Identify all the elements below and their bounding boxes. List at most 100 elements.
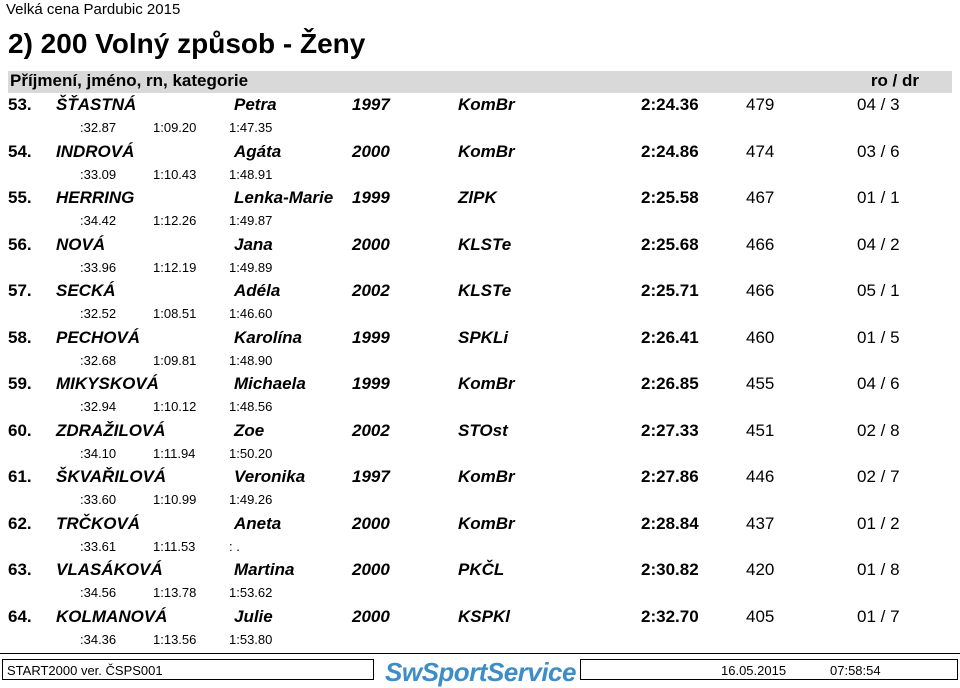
separator: / xyxy=(875,606,891,626)
lane: 5 xyxy=(890,327,900,347)
separator: / xyxy=(875,281,891,300)
birth-year: 2002 xyxy=(352,281,390,300)
birth-year: 2000 xyxy=(352,606,390,626)
split-time: 1:09.20 xyxy=(153,120,197,135)
heat: 01 xyxy=(857,560,876,579)
split-time: 1:47.35 xyxy=(229,120,273,135)
first-name: Michaela xyxy=(234,374,306,393)
heat-lane: 02 / 7 xyxy=(857,467,900,487)
surname: NOVÁ xyxy=(56,234,106,254)
place: 56. xyxy=(8,234,32,254)
heat: 01 xyxy=(857,606,876,626)
separator: / xyxy=(875,420,891,440)
birth-year: 2000 xyxy=(352,234,390,254)
split-time: 1:13.56 xyxy=(153,631,197,647)
surname: HERRING xyxy=(56,188,135,207)
points: 420 xyxy=(746,560,775,579)
split-time: 1:09.81 xyxy=(153,352,197,368)
club: KomBr xyxy=(458,95,515,114)
surname: KOLMANOVÁ xyxy=(56,606,168,626)
lane: 8 xyxy=(890,420,900,440)
final-time: 2:30.82 xyxy=(641,560,699,579)
points: 405 xyxy=(746,606,775,626)
points: 466 xyxy=(746,281,775,300)
lane: 6 xyxy=(890,374,900,393)
result-row: 59. MIKYSKOVÁ Michaela 1999 KomBr 2:26.85 455 0… xyxy=(0,374,960,421)
split-time: :34.42 xyxy=(80,213,117,228)
club: ZlPK xyxy=(458,188,497,207)
points: 479 xyxy=(746,95,775,114)
first-name: Agáta xyxy=(234,141,282,161)
lane: 6 xyxy=(890,141,900,161)
surname: MIKYSKOVÁ xyxy=(56,374,159,393)
heat-lane: 04 / 3 xyxy=(857,95,900,115)
first-name: Veronika xyxy=(234,467,306,486)
lane: 1 xyxy=(890,188,900,207)
surname: VLASÁKOVÁ xyxy=(56,560,163,579)
split-time: :33.09 xyxy=(80,166,117,182)
footer-software-box: START2000 ver. ČSPS001 xyxy=(2,659,374,680)
split-time: 1:48.91 xyxy=(229,166,273,182)
first-name: Karolína xyxy=(234,327,303,347)
first-name: Aneta xyxy=(234,513,282,533)
result-row: 56. NOVÁ Jana 2000 KLSTe 2:25.68 466 04 / 2:33.… xyxy=(0,235,960,282)
result-row: 64. KOLMANOVÁ Julie 2000 KSPKl 2:32.70 405 01 /… xyxy=(0,607,960,654)
club: KomBr xyxy=(458,141,515,161)
separator: / xyxy=(875,374,891,393)
split-time: 1:49.87 xyxy=(229,213,273,228)
final-time: 2:26.41 xyxy=(641,327,699,347)
first-name: Julie xyxy=(234,606,273,626)
heat: 04 xyxy=(857,374,876,393)
first-name: Martina xyxy=(234,560,295,579)
heat-lane: 03 / 6 xyxy=(857,142,900,162)
split-time: 1:10.99 xyxy=(153,492,197,507)
footer-datetime-box: 16.05.2015 07:58:54 xyxy=(580,659,958,680)
birth-year: 1997 xyxy=(352,467,390,486)
separator: / xyxy=(875,95,891,114)
place: 63. xyxy=(8,560,32,579)
birth-year: 1997 xyxy=(352,95,390,114)
meet-title: Velká cena Pardubic 2015 xyxy=(6,1,181,18)
points: 455 xyxy=(746,374,775,393)
result-row: 62. TRČKOVÁ Aneta 2000 KomBr 2:28.84 437 01 / 2… xyxy=(0,514,960,561)
birth-year: 2000 xyxy=(352,513,390,533)
final-time: 2:28.84 xyxy=(641,513,699,533)
points: 446 xyxy=(746,467,775,486)
split-time: 1:46.60 xyxy=(229,306,273,321)
heat-lane: 04 / 6 xyxy=(857,374,900,394)
footer: START2000 ver. ČSPS001 SwSportService 16… xyxy=(0,653,960,688)
column-header-name: Příjmení, jméno, rn, kategorie xyxy=(10,71,249,90)
heat: 04 xyxy=(857,95,876,114)
lane: 8 xyxy=(890,560,900,579)
separator: / xyxy=(875,467,891,486)
club: KLSTe xyxy=(458,281,512,300)
split-time: :34.56 xyxy=(80,585,117,600)
points: 451 xyxy=(746,420,775,440)
lane: 2 xyxy=(890,513,900,533)
club: KLSTe xyxy=(458,234,512,254)
heat-lane: 05 / 1 xyxy=(857,281,900,301)
points: 466 xyxy=(746,234,775,254)
column-header-lane: ro / dr xyxy=(870,71,919,90)
split-time: :34.10 xyxy=(80,445,117,461)
birth-year: 1999 xyxy=(352,327,390,347)
heat-lane: 01 / 8 xyxy=(857,560,900,580)
heat-lane: 01 / 1 xyxy=(857,188,900,208)
heat: 02 xyxy=(857,467,876,486)
split-time: :32.87 xyxy=(80,120,117,135)
heat: 02 xyxy=(857,420,876,440)
final-time: 2:24.86 xyxy=(641,141,699,161)
separator: / xyxy=(875,234,891,254)
place: 58. xyxy=(8,327,32,347)
split-time: 1:12.19 xyxy=(153,259,197,275)
place: 59. xyxy=(8,374,32,393)
final-time: 2:25.68 xyxy=(641,234,699,254)
heat: 04 xyxy=(857,234,876,254)
split-time: 1:53.80 xyxy=(229,631,273,647)
heat-lane: 01 / 2 xyxy=(857,514,900,534)
club: SPKLi xyxy=(458,327,509,347)
result-row: 58. PECHOVÁ Karolína 1999 SPKLi 2:26.41 460 01 … xyxy=(0,328,960,375)
separator: / xyxy=(875,141,891,161)
place: 60. xyxy=(8,420,32,440)
result-row: 53. ŠŤASTNÁ Petra 1997 KomBr 2:24.36 479 04 / 3… xyxy=(0,95,960,142)
